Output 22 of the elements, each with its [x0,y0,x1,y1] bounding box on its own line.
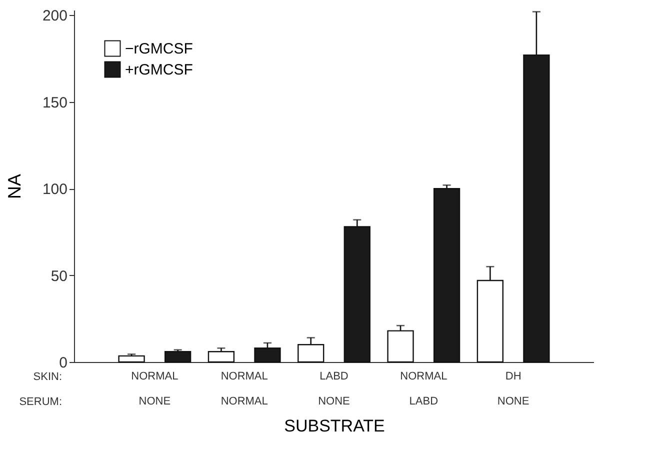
bar [208,350,235,363]
x-axis-title: SUBSTRATE [284,416,385,436]
y-tick-label: 50 [50,268,68,285]
x-tick-label: NORMAL LABD [400,370,448,408]
y-tick-label: 0 [59,354,68,372]
bar [254,348,281,363]
bar [433,188,460,363]
bar [164,350,192,363]
y-tick-label: 150 [42,94,68,112]
legend-label: +rGMCSF [125,62,193,78]
text: SERUM: [19,396,62,408]
x-tick-label: LABD NONE [318,370,350,408]
legend-label: −rGMCSF [125,40,193,58]
x-tick-label: NORMAL NORMAL [220,370,268,408]
x-tick-label: DH NONE [497,370,530,408]
bar [118,355,145,363]
y-tick-label: 200 [42,8,68,25]
x-tick-label: NORMAL NONE [131,370,178,408]
y-tick-label: 100 [42,181,68,198]
bar [387,330,414,363]
y-axis-title: NA [4,174,24,200]
text: SKIN: [33,371,62,383]
